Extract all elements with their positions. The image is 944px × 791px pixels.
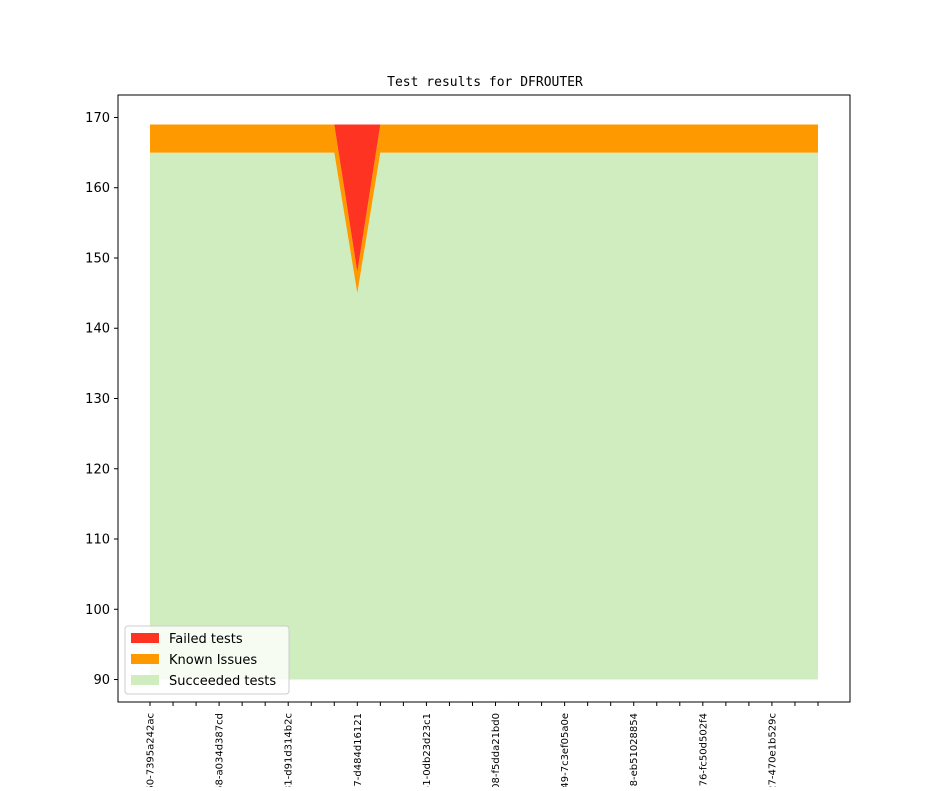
y-axis: 90 100 110 120 130 140 150 160 170 [85,111,118,688]
x-tick-label: 50-7395a242ac [146,713,157,787]
legend-label: Known Issues [169,653,257,668]
y-tick-label: 90 [93,673,110,688]
x-axis: 50-7395a242ac 58-a034d387cd 81-d91d314b2c 1… [146,702,819,791]
y-tick-label: 110 [85,533,110,548]
legend-box [124,625,290,695]
x-tick-label: 27-470e1b529c [767,713,778,787]
y-tick-label: 150 [85,251,110,266]
y-tick-label: 100 [85,603,110,618]
area-known-issues [150,124,818,294]
legend-swatch [131,654,159,664]
y-tick-label: 120 [85,462,110,477]
x-tick-label: 58-a034d387cd [215,713,226,787]
x-tick-label: 81-d91d314b2c [284,713,295,787]
legend-swatch [131,633,159,643]
x-tick-label: 41-0db23d23c1 [422,713,433,787]
legend-swatch [131,675,159,685]
y-tick-label: 160 [85,181,110,196]
legend-label: Failed tests [169,632,243,647]
legend-label: Succeeded tests [169,674,276,689]
x-tick-label: 49-7c3ef05a0e [560,713,571,787]
y-tick-label: 140 [85,322,110,337]
x-tick-label: 38-eb51028854 [629,713,640,787]
legend: Failed tests Known Issues Succeeded tests [124,625,290,695]
area-succeeded-tests [150,152,818,680]
x-tick-label: 08-f5dda21bd0 [491,713,502,787]
x-tick-label: 076-fc50d502f4 [698,713,709,787]
y-tick-label: 170 [85,111,110,126]
chart-title: Test results for DFROUTER [387,75,583,90]
x-tick-label: 17-d484d16121 [353,713,364,787]
y-tick-label: 130 [85,392,110,407]
plot-areas [150,124,818,680]
